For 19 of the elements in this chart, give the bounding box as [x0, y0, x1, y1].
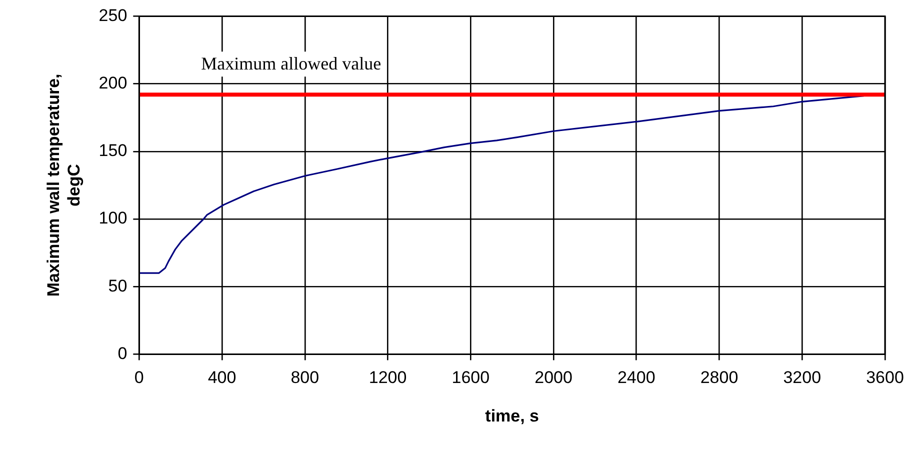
x-tick-label: 2400: [617, 368, 656, 388]
y-axis-title: Maximum wall temperature, degC: [44, 74, 84, 297]
x-tick-label: 3600: [866, 368, 904, 388]
y-tick-label: 200: [98, 73, 128, 92]
x-tick-label: 0: [134, 368, 144, 388]
ref-line-label: Maximum allowed value: [201, 53, 382, 74]
x-tick-label: 2800: [700, 368, 738, 388]
x-tick-label: 3200: [783, 368, 822, 388]
x-tick-label: 1200: [368, 368, 407, 388]
y-tick-label: 150: [98, 141, 128, 160]
x-axis-title: time, s: [485, 406, 540, 426]
y-tick-label: 0: [118, 344, 128, 363]
x-tick-label: 1600: [452, 368, 490, 388]
y-tick-label: 100: [98, 208, 128, 228]
x-tick-label: 2000: [534, 368, 572, 388]
x-tick-label: 800: [290, 368, 320, 388]
y-tick-label: 250: [98, 6, 128, 25]
y-tick-label: 50: [108, 276, 128, 296]
x-tick-label: 400: [208, 368, 236, 388]
